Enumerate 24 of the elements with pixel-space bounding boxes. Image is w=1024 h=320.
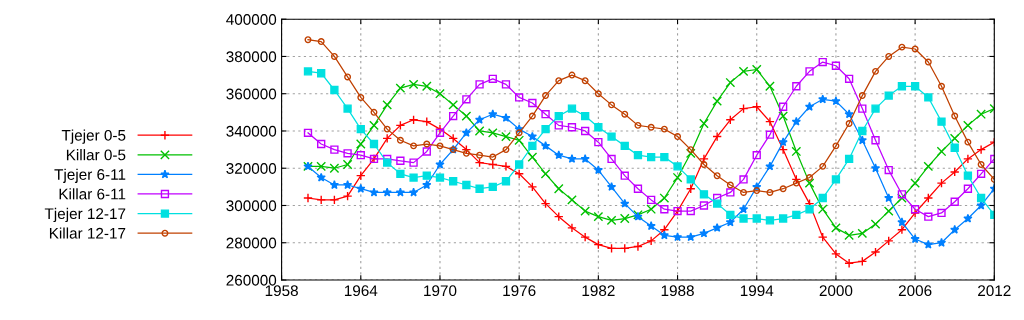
y-tick-label: 340000 <box>226 125 277 137</box>
x-tick-label: 2006 <box>898 285 932 297</box>
y-tick-label: 260000 <box>226 274 277 286</box>
x-tick-label: 2000 <box>819 285 853 297</box>
y-tick-label: 400000 <box>226 14 277 25</box>
x-tick-label: 2012 <box>978 285 1011 297</box>
x-tick-label: 1988 <box>661 285 694 297</box>
x-tick-label: 1958 <box>265 285 298 297</box>
x-tick-label: 1976 <box>503 285 536 297</box>
legend-label: Killar 0-5 <box>66 149 126 161</box>
y-tick-label: 360000 <box>226 88 277 100</box>
x-tick-label: 1982 <box>582 285 615 297</box>
legend-label: Killar 6-11 <box>59 188 126 200</box>
x-tick-label: 1970 <box>424 285 457 297</box>
legend-label: Tjejer 6-11 <box>54 168 126 183</box>
legend-label: Killar 12-17 <box>49 227 126 239</box>
legend-label: Tjejer 0-5 <box>61 129 126 144</box>
y-tick-label: 300000 <box>226 200 277 212</box>
legend-label: Tjejer 12-17 <box>44 207 126 223</box>
x-tick-label: 1994 <box>740 285 774 297</box>
y-tick-label: 380000 <box>226 51 277 63</box>
x-tick-label: 1964 <box>344 285 378 297</box>
y-tick-label: 280000 <box>226 237 277 249</box>
y-tick-label: 320000 <box>226 163 277 174</box>
